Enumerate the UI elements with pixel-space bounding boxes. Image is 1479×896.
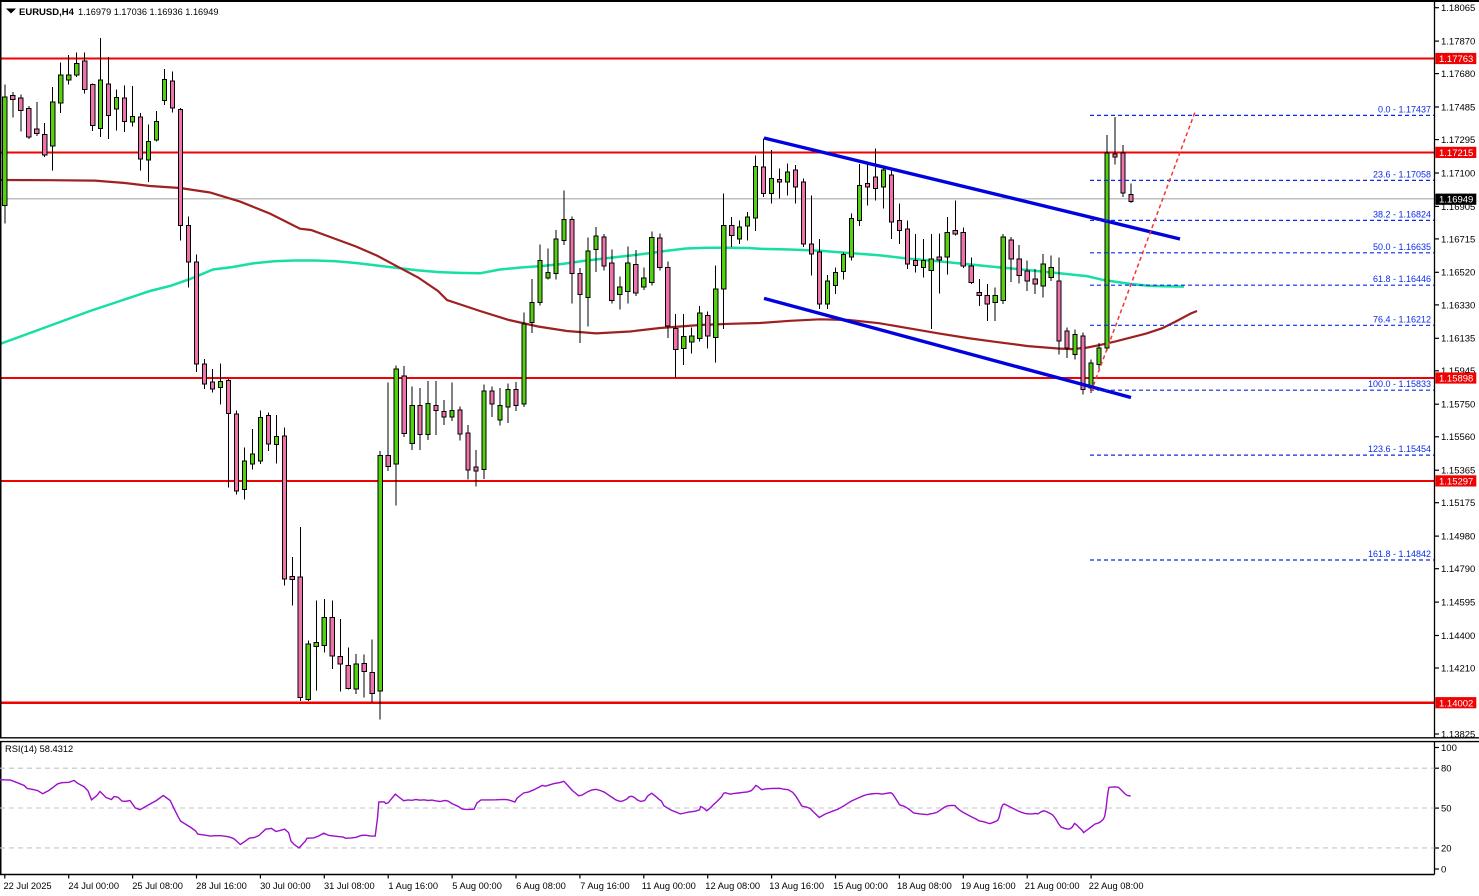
svg-text:11 Aug 00:00: 11 Aug 00:00 xyxy=(642,881,696,891)
svg-text:1.17485: 1.17485 xyxy=(1441,102,1475,113)
svg-text:13 Aug 16:00: 13 Aug 16:00 xyxy=(769,881,824,891)
svg-text:1 Aug 16:00: 1 Aug 16:00 xyxy=(388,881,438,891)
svg-text:1.17680: 1.17680 xyxy=(1441,69,1475,80)
svg-text:1.15750: 1.15750 xyxy=(1441,400,1475,411)
svg-text:RSI(14) 58.4312: RSI(14) 58.4312 xyxy=(5,744,73,754)
svg-text:1.15365: 1.15365 xyxy=(1441,466,1475,477)
svg-text:1.14002: 1.14002 xyxy=(1439,698,1473,709)
svg-text:EURUSD,H4: EURUSD,H4 xyxy=(19,7,75,18)
svg-text:1.17215: 1.17215 xyxy=(1439,148,1473,159)
svg-text:24 Jul 00:00: 24 Jul 00:00 xyxy=(68,881,119,891)
svg-text:1.16135: 1.16135 xyxy=(1441,334,1475,345)
svg-text:0: 0 xyxy=(1441,864,1446,875)
svg-text:1.16330: 1.16330 xyxy=(1441,300,1475,311)
svg-text:21 Aug 00:00: 21 Aug 00:00 xyxy=(1025,881,1080,891)
svg-text:76.4 - 1.16212: 76.4 - 1.16212 xyxy=(1373,314,1431,324)
svg-text:25 Jul 08:00: 25 Jul 08:00 xyxy=(132,881,183,891)
svg-text:1.16520: 1.16520 xyxy=(1441,268,1475,279)
svg-text:7 Aug 16:00: 7 Aug 16:00 xyxy=(580,881,630,891)
svg-text:1.17763: 1.17763 xyxy=(1439,54,1473,65)
svg-text:0.0 - 1.17437: 0.0 - 1.17437 xyxy=(1378,104,1431,114)
svg-text:1.15898: 1.15898 xyxy=(1439,374,1473,385)
svg-text:100: 100 xyxy=(1441,743,1457,754)
svg-text:1.15297: 1.15297 xyxy=(1439,477,1473,488)
svg-text:80: 80 xyxy=(1441,764,1452,775)
svg-text:30 Jul 00:00: 30 Jul 00:00 xyxy=(260,881,311,891)
svg-text:19 Aug 16:00: 19 Aug 16:00 xyxy=(961,881,1016,891)
svg-text:31 Jul 08:00: 31 Jul 08:00 xyxy=(324,881,375,891)
svg-text:1.13825: 1.13825 xyxy=(1441,729,1475,740)
svg-text:1.16979 1.17036 1.16936 1.1694: 1.16979 1.17036 1.16936 1.16949 xyxy=(78,7,219,17)
svg-text:28 Jul 16:00: 28 Jul 16:00 xyxy=(196,881,247,891)
svg-text:61.8 - 1.16446: 61.8 - 1.16446 xyxy=(1373,274,1431,284)
svg-text:1.18065: 1.18065 xyxy=(1441,3,1475,14)
svg-text:50: 50 xyxy=(1441,804,1452,815)
svg-text:22 Aug 08:00: 22 Aug 08:00 xyxy=(1089,881,1144,891)
svg-text:6 Aug 08:00: 6 Aug 08:00 xyxy=(516,881,566,891)
svg-text:1.16949: 1.16949 xyxy=(1439,195,1473,206)
svg-text:100.0 - 1.15833: 100.0 - 1.15833 xyxy=(1368,379,1431,389)
svg-text:1.14400: 1.14400 xyxy=(1441,631,1475,642)
svg-text:1.17870: 1.17870 xyxy=(1441,37,1475,48)
svg-text:1.15175: 1.15175 xyxy=(1441,498,1475,509)
svg-text:50.0 - 1.16635: 50.0 - 1.16635 xyxy=(1373,242,1431,252)
svg-text:20: 20 xyxy=(1441,843,1452,854)
svg-text:1.17100: 1.17100 xyxy=(1441,168,1475,179)
svg-text:5 Aug 00:00: 5 Aug 00:00 xyxy=(452,881,502,891)
svg-text:1.15560: 1.15560 xyxy=(1441,432,1475,443)
svg-text:161.8 - 1.14842: 161.8 - 1.14842 xyxy=(1368,549,1431,559)
svg-text:18 Aug 08:00: 18 Aug 08:00 xyxy=(897,881,952,891)
svg-text:38.2 - 1.16824: 38.2 - 1.16824 xyxy=(1373,209,1431,219)
svg-text:1.14210: 1.14210 xyxy=(1441,663,1475,674)
svg-text:1.14790: 1.14790 xyxy=(1441,564,1475,575)
svg-text:22 Jul 2025: 22 Jul 2025 xyxy=(4,881,52,891)
svg-text:1.17295: 1.17295 xyxy=(1441,135,1475,146)
svg-text:1.16905: 1.16905 xyxy=(1441,202,1475,213)
svg-text:123.6 - 1.15454: 123.6 - 1.15454 xyxy=(1368,444,1431,454)
svg-text:1.14595: 1.14595 xyxy=(1441,598,1475,609)
svg-text:1.15945: 1.15945 xyxy=(1441,366,1475,377)
svg-text:15 Aug 00:00: 15 Aug 00:00 xyxy=(833,881,888,891)
svg-text:1.14980: 1.14980 xyxy=(1441,532,1475,543)
svg-text:1.16715: 1.16715 xyxy=(1441,234,1475,245)
svg-text:12 Aug 08:00: 12 Aug 08:00 xyxy=(705,881,760,891)
svg-text:23.6 - 1.17058: 23.6 - 1.17058 xyxy=(1373,169,1431,179)
